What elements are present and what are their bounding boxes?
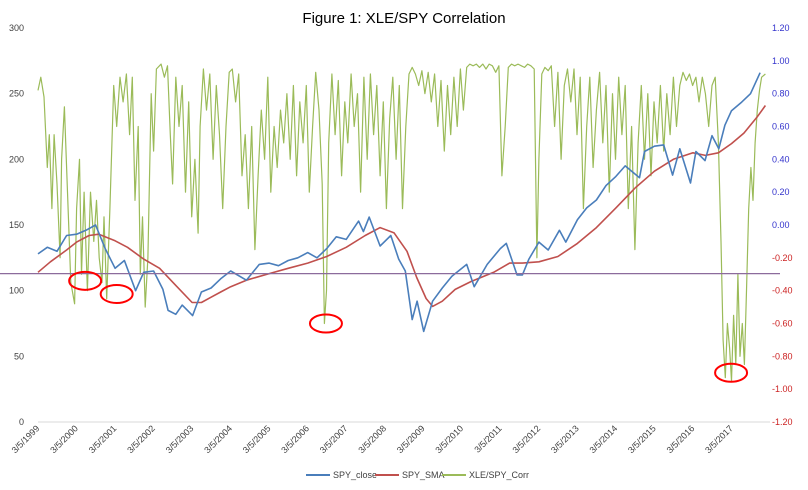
left-tick-label: 300 (9, 23, 24, 33)
highlight-ellipse (714, 362, 749, 383)
series-line-spy-close (37, 72, 761, 333)
left-tick-label: 0 (19, 417, 24, 427)
x-tick-label: 3/5/2007 (318, 423, 350, 455)
x-tick-label: 3/5/2001 (87, 423, 119, 455)
highlight-ellipse (308, 313, 343, 334)
x-tick-label: 3/5/2004 (202, 423, 234, 455)
x-tick-label: 3/5/2011 (472, 423, 503, 454)
right-tick-label: 1.20 (772, 23, 790, 33)
left-tick-label: 200 (9, 154, 24, 164)
annotations (68, 270, 749, 383)
legend-label: SPY_close (333, 470, 377, 480)
left-axis-ticks: 0 50 100 150 200 250 300 (9, 23, 24, 427)
left-tick-label: 100 (9, 286, 24, 296)
right-axis-ticks: 1.20 1.00 0.80 0.60 0.40 0.20 0.00 -0.20 -0.40 -0… (772, 23, 793, 427)
series-line-xle-spy-corr (37, 63, 766, 382)
x-tick-label: 3/5/2017 (703, 423, 735, 455)
left-tick-label: 250 (9, 89, 24, 99)
series-line-spy-sma (37, 105, 767, 308)
series-group (37, 63, 767, 382)
right-tick-label: 0.60 (772, 122, 790, 132)
x-axis-ticks: 3/5/1999 3/5/2000 3/5/2001 3/5/2002 3/5/2003… (10, 423, 735, 455)
x-tick-label: 3/5/1999 (10, 423, 42, 455)
right-tick-label: 0.20 (772, 187, 790, 197)
highlight-ellipse (68, 270, 103, 291)
right-tick-label: 0.00 (772, 220, 790, 230)
right-tick-label: 1.00 (772, 56, 790, 66)
x-tick-label: 3/5/2013 (549, 423, 581, 455)
right-tick-label: 0.80 (772, 89, 790, 99)
x-tick-label: 3/5/2005 (241, 423, 273, 455)
x-tick-label: 3/5/2015 (626, 423, 658, 455)
x-tick-label: 3/5/2008 (356, 423, 388, 455)
x-tick-label: 3/5/2014 (587, 423, 619, 455)
legend-label: SPY_SMA (402, 470, 445, 480)
right-tick-label: -1.20 (772, 417, 793, 427)
chart-title: Figure 1: XLE/SPY Correlation (302, 10, 505, 27)
x-tick-label: 3/5/2002 (125, 423, 157, 455)
x-tick-label: 3/5/2009 (395, 423, 427, 455)
right-tick-label: -0.60 (772, 319, 793, 329)
right-tick-label: -0.80 (772, 351, 793, 361)
right-tick-label: 0.40 (772, 154, 790, 164)
left-tick-label: 150 (9, 220, 24, 230)
x-tick-label: 3/5/2006 (279, 423, 311, 455)
legend-label: XLE/SPY_Corr (469, 470, 529, 480)
x-tick-label: 3/5/2000 (48, 423, 80, 455)
x-tick-label: 3/5/2003 (164, 423, 196, 455)
right-tick-label: -0.40 (772, 286, 793, 296)
x-tick-label: 3/5/2016 (665, 423, 697, 455)
right-tick-label: -0.20 (772, 253, 793, 263)
highlight-ellipse (99, 283, 134, 304)
x-tick-label: 3/5/2010 (433, 423, 465, 455)
left-tick-label: 50 (14, 351, 24, 361)
x-tick-label: 3/5/2012 (510, 423, 542, 455)
right-tick-label: -1.00 (772, 384, 793, 394)
legend: SPY_close SPY_SMA XLE/SPY_Corr (306, 470, 529, 480)
